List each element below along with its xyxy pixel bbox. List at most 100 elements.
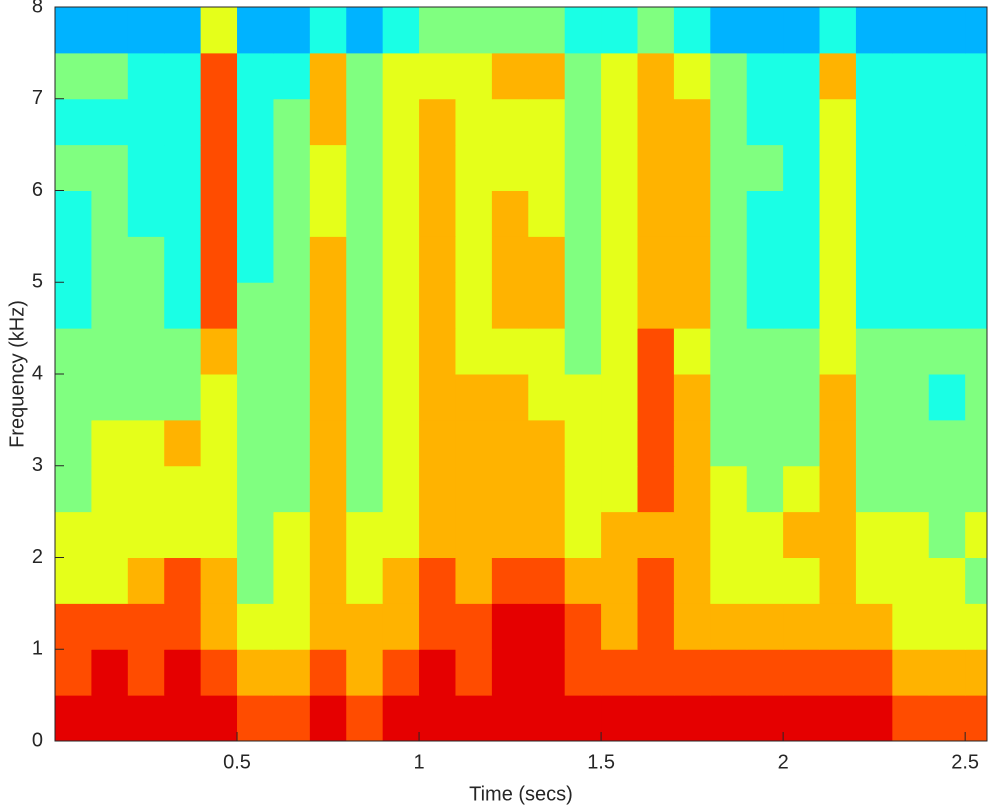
cell xyxy=(746,511,784,558)
x-tick-label: 1.5 xyxy=(587,751,615,773)
cell xyxy=(965,465,987,513)
cell xyxy=(783,282,821,329)
x-tick-label: 0.5 xyxy=(223,751,251,773)
cell xyxy=(673,511,711,558)
cell xyxy=(710,282,748,329)
cell xyxy=(273,52,311,100)
cell xyxy=(455,511,493,558)
cell xyxy=(928,236,966,283)
cell xyxy=(528,465,566,513)
cell xyxy=(892,603,930,650)
cell xyxy=(528,98,566,146)
cell xyxy=(455,144,493,191)
cell xyxy=(273,328,311,375)
cell xyxy=(710,236,748,283)
cell xyxy=(637,236,675,283)
cell xyxy=(200,7,238,54)
cell xyxy=(382,374,420,421)
cell xyxy=(564,328,602,375)
cell xyxy=(237,465,274,513)
heatmap xyxy=(55,7,987,741)
cell xyxy=(91,374,129,421)
cell xyxy=(928,282,966,329)
cell xyxy=(164,282,202,329)
cell xyxy=(382,603,420,650)
cell xyxy=(637,419,675,467)
cell xyxy=(419,328,456,375)
x-tick-label: 2.5 xyxy=(951,751,979,773)
cell xyxy=(928,695,966,741)
cell xyxy=(164,603,202,650)
cell xyxy=(273,282,311,329)
cell xyxy=(273,419,311,467)
cell xyxy=(564,52,602,100)
cell xyxy=(346,603,384,650)
cell xyxy=(91,98,129,146)
cell xyxy=(455,7,493,54)
cell xyxy=(200,695,238,741)
cell xyxy=(346,98,384,146)
cell xyxy=(455,603,493,650)
cell xyxy=(783,603,821,650)
cell xyxy=(164,7,202,54)
cell xyxy=(819,649,857,696)
cell xyxy=(309,282,347,329)
cell xyxy=(346,419,384,467)
cell xyxy=(819,603,857,650)
cell xyxy=(491,695,529,741)
cell xyxy=(601,603,638,650)
cell xyxy=(819,374,857,421)
cell xyxy=(55,374,92,421)
cell xyxy=(637,282,675,329)
cell xyxy=(746,603,784,650)
cell xyxy=(601,511,638,558)
cell xyxy=(601,7,638,54)
cell xyxy=(564,98,602,146)
cell xyxy=(309,465,347,513)
cell xyxy=(965,190,987,237)
cell xyxy=(601,282,638,329)
cell xyxy=(783,328,821,375)
cell xyxy=(892,98,930,146)
cell xyxy=(928,557,966,604)
cell xyxy=(164,419,202,467)
cell xyxy=(855,236,893,283)
x-tick-label: 1 xyxy=(414,751,425,773)
cell xyxy=(673,52,711,100)
cell xyxy=(237,649,274,696)
cell xyxy=(382,419,420,467)
cell xyxy=(965,7,987,54)
cell xyxy=(309,419,347,467)
cell xyxy=(164,557,202,604)
cell xyxy=(855,328,893,375)
cell xyxy=(746,282,784,329)
cell xyxy=(164,328,202,375)
cell xyxy=(55,695,92,741)
cell xyxy=(491,603,529,650)
cell xyxy=(928,190,966,237)
cell xyxy=(892,144,930,191)
cell xyxy=(273,557,311,604)
cell xyxy=(855,282,893,329)
cell xyxy=(419,649,456,696)
cell xyxy=(601,144,638,191)
cell xyxy=(855,603,893,650)
cell xyxy=(601,557,638,604)
cell xyxy=(710,465,748,513)
cell xyxy=(965,52,987,100)
cell xyxy=(237,236,274,283)
cell xyxy=(346,695,384,741)
cell xyxy=(91,603,129,650)
cell xyxy=(309,190,347,237)
cell xyxy=(855,511,893,558)
cell xyxy=(783,419,821,467)
cell xyxy=(455,52,493,100)
cell xyxy=(783,98,821,146)
cell xyxy=(564,649,602,696)
cell xyxy=(127,236,165,283)
cell xyxy=(855,190,893,237)
x-tick-label: 2 xyxy=(778,751,789,773)
cell xyxy=(309,374,347,421)
cell xyxy=(710,144,748,191)
